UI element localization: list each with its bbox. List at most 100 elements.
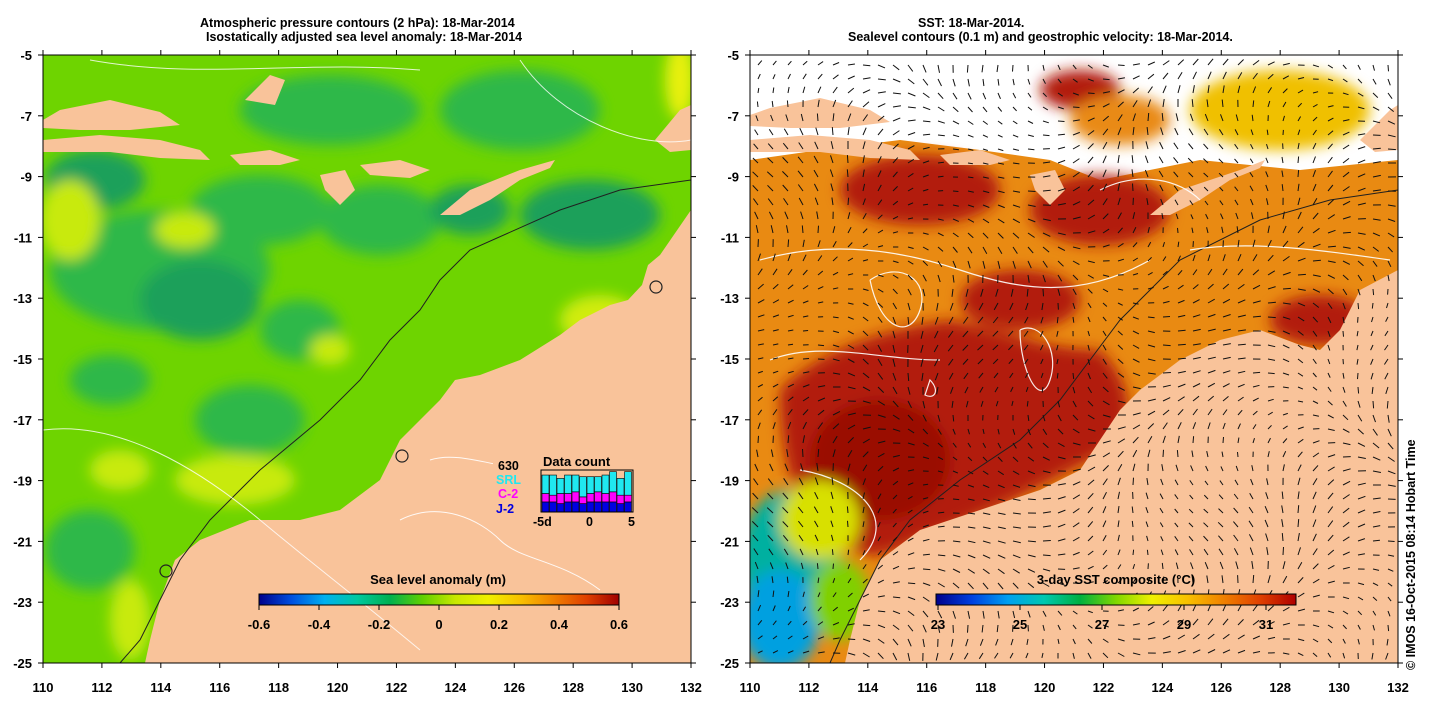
velocity-vector <box>907 567 915 570</box>
velocity-vector <box>937 610 943 619</box>
velocity-vector <box>1250 129 1254 136</box>
velocity-vector <box>936 302 939 311</box>
velocity-vector <box>832 358 840 362</box>
velocity-vector <box>1282 652 1290 655</box>
sst-sunda-islands <box>750 135 1065 205</box>
velocity-vector <box>1266 198 1269 206</box>
velocity-vector <box>832 330 840 334</box>
velocity-vector <box>1372 174 1381 178</box>
velocity-vector <box>922 414 927 422</box>
velocity-vector <box>1177 59 1185 66</box>
velocity-vector <box>802 384 810 388</box>
velocity-vector <box>1342 624 1347 630</box>
velocity-vector <box>1220 114 1224 122</box>
velocity-vector <box>1132 226 1137 234</box>
velocity-vector <box>831 549 834 556</box>
velocity-vector <box>892 652 898 661</box>
velocity-vector <box>1132 183 1134 192</box>
velocity-vector <box>830 155 834 164</box>
velocity-vector <box>1252 239 1256 248</box>
velocity-vector <box>937 456 944 461</box>
velocity-vector <box>967 484 975 488</box>
velocity-vector <box>1297 273 1306 276</box>
velocity-vector <box>862 169 865 178</box>
velocity-vector <box>1222 409 1228 416</box>
velocity-vector <box>802 60 808 66</box>
velocity-vector <box>1342 536 1350 542</box>
velocity-vector <box>1327 184 1334 192</box>
velocity-vector <box>1161 464 1164 472</box>
velocity-vector <box>1281 170 1284 178</box>
velocity-vector <box>997 470 1004 476</box>
velocity-vector <box>892 288 898 295</box>
velocity-vector <box>1342 638 1346 644</box>
velocity-vector <box>997 428 1000 435</box>
velocity-vector <box>756 449 759 458</box>
velocity-vector <box>1387 540 1395 542</box>
velocity-vector <box>1312 274 1321 277</box>
velocity-vector <box>1102 274 1110 277</box>
velocity-vector <box>1342 372 1345 379</box>
velocity-vector <box>997 232 1004 239</box>
velocity-vector <box>952 470 959 474</box>
velocity-vector <box>1162 384 1171 388</box>
velocity-vector <box>1056 344 1059 351</box>
velocity-vector <box>937 232 944 237</box>
velocity-vector <box>877 245 884 248</box>
velocity-vector <box>1204 200 1209 206</box>
velocity-vector <box>1025 386 1029 392</box>
velocity-vector <box>757 409 763 416</box>
velocity-vector <box>1267 239 1272 248</box>
velocity-vector <box>952 78 956 87</box>
tide-gauge-marker[interactable] <box>395 449 409 463</box>
velocity-vector <box>1342 78 1348 83</box>
velocity-vector <box>787 435 790 444</box>
velocity-vector <box>1188 508 1194 514</box>
velocity-vector <box>1158 170 1164 178</box>
velocity-vector <box>1192 269 1198 276</box>
velocity-vector <box>1117 491 1120 500</box>
sla-colorbar: Sea level anomaly (m) -0.6 -0.4 -0.2 0 0.2 0.… <box>248 572 628 632</box>
velocity-vector <box>767 143 774 150</box>
velocity-vector <box>967 92 972 100</box>
velocity-vector <box>892 494 898 500</box>
velocity-vector <box>1147 226 1150 234</box>
velocity-vector <box>1356 344 1359 351</box>
velocity-vector <box>962 330 969 338</box>
tide-gauge-marker[interactable] <box>649 280 663 294</box>
velocity-vector <box>1189 113 1194 122</box>
velocity-vector <box>1042 470 1051 474</box>
velocity-vector <box>1162 422 1168 430</box>
velocity-vector <box>1252 72 1258 80</box>
velocity-vector <box>980 400 984 407</box>
velocity-vector <box>997 610 1000 619</box>
velocity-vector <box>877 638 885 644</box>
velocity-vector <box>1009 302 1014 311</box>
velocity-vector <box>787 605 791 612</box>
velocity-vector <box>847 226 852 234</box>
velocity-vector <box>1267 358 1276 361</box>
velocity-vector <box>787 591 790 598</box>
velocity-vector <box>1357 400 1361 408</box>
velocity-vector <box>1026 400 1029 407</box>
data-count-bar-j2 <box>624 501 632 513</box>
velocity-vector <box>982 498 990 502</box>
velocity-vector <box>1312 116 1318 122</box>
velocity-vector <box>1012 442 1017 449</box>
velocity-vector <box>982 134 989 138</box>
velocity-vector <box>1012 148 1020 151</box>
velocity-vector <box>783 478 789 486</box>
velocity-vector <box>1027 568 1036 573</box>
velocity-vector <box>892 624 900 631</box>
x-tick-label: 124 <box>1152 680 1174 695</box>
velocity-vector <box>1297 561 1303 570</box>
velocity-vector <box>1297 451 1303 458</box>
velocity-vector <box>772 253 776 262</box>
velocity-vector <box>1042 246 1050 253</box>
velocity-vector <box>1372 596 1378 601</box>
velocity-vector <box>1144 155 1149 164</box>
tide-gauge-marker[interactable] <box>159 564 173 578</box>
velocity-vector <box>994 386 999 393</box>
velocity-vector <box>947 344 954 352</box>
velocity-vector <box>1372 218 1381 221</box>
